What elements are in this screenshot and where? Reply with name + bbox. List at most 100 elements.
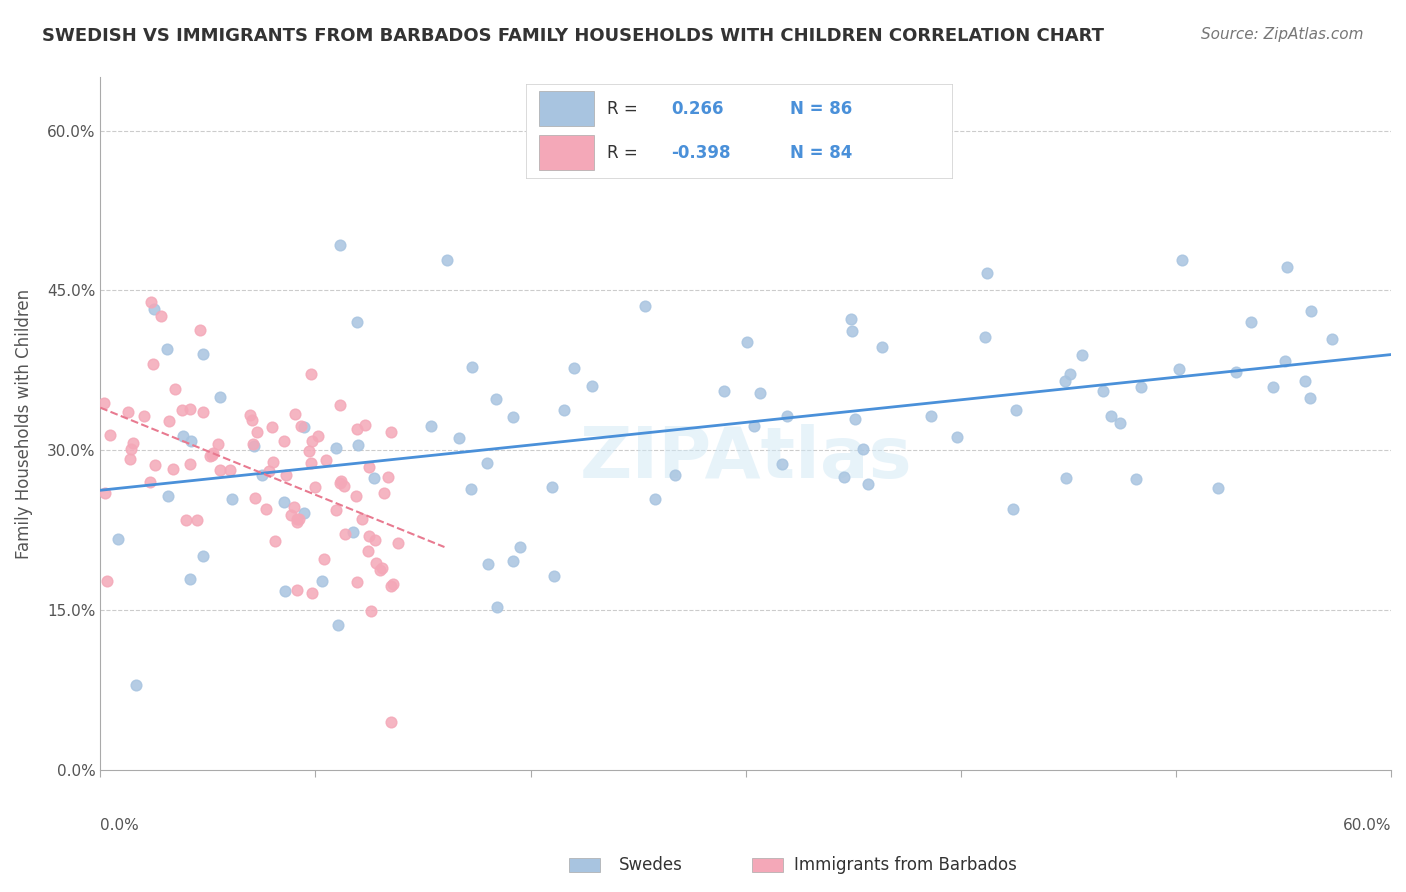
Point [149,309,172,323]
Point [284,408,307,422]
Point [373,486,395,500]
Point [347,438,370,452]
Point [359,529,381,543]
Point [1167,362,1189,376]
Point [346,575,368,590]
Point [256,501,278,516]
Point [245,491,267,505]
Point [502,409,524,424]
Point [117,404,139,418]
Point [634,299,657,313]
Point [541,480,564,494]
Point [94,486,117,500]
Point [387,536,409,550]
Point [121,436,143,450]
Point [180,434,202,449]
Point [193,405,215,419]
Point [329,398,352,412]
Point [191,347,214,361]
Point [1206,481,1229,495]
Point [156,342,179,356]
Point [346,315,368,329]
Point [307,429,329,443]
Point [98,427,121,442]
Point [581,379,603,393]
Point [315,453,337,467]
Point [382,577,405,591]
Point [356,544,378,558]
Point [125,678,148,692]
Point [325,441,347,455]
Point [832,469,855,483]
Point [502,554,524,568]
Point [198,450,221,464]
Point [1274,354,1296,368]
Point [1275,260,1298,275]
Point [326,617,349,632]
Point [165,382,187,396]
Point [207,437,229,451]
Point [477,456,499,470]
Point [186,513,208,527]
Point [134,409,156,424]
Point [240,413,263,427]
Point [346,422,368,436]
Point [1225,365,1247,379]
Point [380,714,402,729]
Point [380,425,402,440]
Point [299,456,322,470]
Point [262,420,284,434]
Point [1059,367,1081,381]
Point [188,323,211,337]
Point [264,533,287,548]
Point [120,452,142,467]
Point [273,495,295,509]
Point [208,463,231,477]
Point [201,448,224,462]
Point [142,301,165,316]
Point [93,396,115,410]
Point [288,511,311,525]
Point [1108,416,1130,430]
Point [221,492,243,507]
Point [179,457,201,471]
Text: 60.0%: 60.0% [1343,818,1391,833]
Point [477,558,499,572]
Point [333,479,356,493]
Point [1071,348,1094,362]
Point [357,460,380,475]
Point [219,463,242,477]
Point [1129,380,1152,394]
Point [360,604,382,618]
Point [770,458,793,472]
Point [1005,402,1028,417]
Point [209,390,232,404]
Point [856,476,879,491]
Point [170,403,193,417]
Point [143,458,166,472]
Point [325,503,347,517]
Point [553,403,575,417]
Point [1171,252,1194,267]
Point [460,483,482,497]
Point [139,294,162,309]
Point [344,489,367,503]
Point [644,492,666,507]
Point [292,420,315,434]
Point [202,446,225,460]
Point [1263,380,1285,394]
Point [239,408,262,422]
Point [436,253,458,268]
Point [1092,384,1115,399]
Text: Swedes: Swedes [619,856,682,874]
Text: Source: ZipAtlas.com: Source: ZipAtlas.com [1201,27,1364,42]
Point [292,506,315,520]
Point [749,385,772,400]
Point [159,414,181,428]
Point [96,574,118,588]
Point [485,599,508,614]
Point [285,583,308,598]
Point [920,409,942,424]
Point [285,515,308,529]
Point [364,533,387,547]
